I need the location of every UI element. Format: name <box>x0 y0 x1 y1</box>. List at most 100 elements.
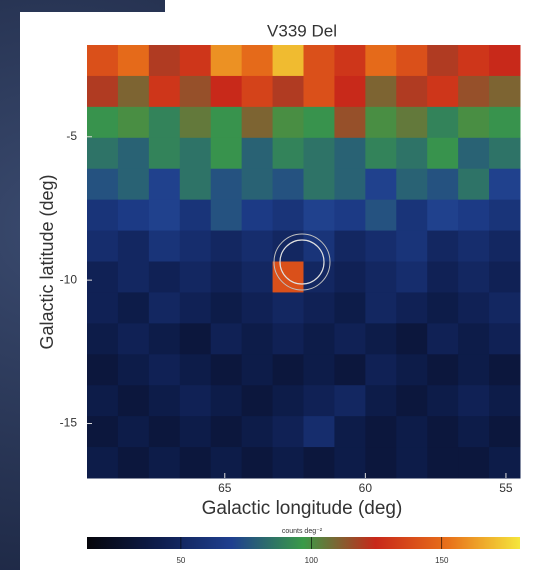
heatmap-cell <box>458 138 489 169</box>
heatmap-cell <box>149 385 180 416</box>
heatmap-cell <box>334 354 365 385</box>
heatmap-cell <box>149 231 180 262</box>
heatmap-cell <box>87 416 118 447</box>
heatmap-cell <box>489 45 520 76</box>
page: V339 Del Galactic latitude (deg) Galacti… <box>0 0 534 570</box>
heatmap-cell <box>87 45 118 76</box>
heatmap-cell <box>365 416 396 447</box>
heatmap-cell <box>365 447 396 478</box>
heatmap-cell <box>118 416 149 447</box>
heatmap-cell <box>242 231 273 262</box>
heatmap-cell <box>211 138 242 169</box>
heatmap-cell <box>180 323 211 354</box>
heatmap-cell <box>87 107 118 138</box>
heatmap-cell <box>396 354 427 385</box>
heatmap-cell <box>242 200 273 231</box>
heatmap-cell <box>304 447 335 478</box>
heatmap-cell <box>118 354 149 385</box>
heatmap-cell <box>396 416 427 447</box>
heatmap-cell <box>334 169 365 200</box>
heatmap-cell <box>304 292 335 323</box>
heatmap-cell <box>365 76 396 107</box>
heatmap-cell <box>334 231 365 262</box>
heatmap-cell <box>396 200 427 231</box>
heatmap-cell <box>149 262 180 293</box>
heatmap-cell <box>149 447 180 478</box>
heatmap-cell <box>149 138 180 169</box>
heatmap-cell <box>273 45 304 76</box>
heatmap-cell <box>304 169 335 200</box>
heatmap-cell <box>458 354 489 385</box>
heatmap-cell <box>242 323 273 354</box>
heatmap-cell <box>87 169 118 200</box>
heatmap-cell <box>458 416 489 447</box>
heatmap-cell <box>334 138 365 169</box>
x-tick-label: 55 <box>499 481 513 495</box>
heatmap-cell <box>211 200 242 231</box>
heatmap-cell <box>211 292 242 323</box>
y-tick-label: -5 <box>66 129 77 143</box>
heatmap-cell <box>427 385 458 416</box>
heatmap-cell <box>489 292 520 323</box>
heatmap-cell <box>87 385 118 416</box>
heatmap-cell <box>242 107 273 138</box>
heatmap-cell <box>396 45 427 76</box>
heatmap-cell <box>273 354 304 385</box>
x-axis-label: Galactic longitude (deg) <box>202 498 403 519</box>
heatmap-cell <box>458 45 489 76</box>
heatmap-cell <box>273 231 304 262</box>
heatmap-cell <box>273 262 304 293</box>
heatmap-cell <box>427 416 458 447</box>
heatmap-cell <box>396 447 427 478</box>
heatmap-cell <box>87 447 118 478</box>
heatmap-cell <box>365 262 396 293</box>
heatmap-cell <box>118 323 149 354</box>
heatmap-cell <box>304 138 335 169</box>
heatmap-cell <box>427 107 458 138</box>
heatmap-cell <box>334 200 365 231</box>
heatmap-cell <box>365 385 396 416</box>
heatmap-cell <box>211 385 242 416</box>
heatmap-cell <box>118 200 149 231</box>
heatmap-cell <box>211 416 242 447</box>
heatmap-cell <box>458 292 489 323</box>
heatmap-cell <box>458 76 489 107</box>
heatmap-cell <box>87 138 118 169</box>
heatmap-cell <box>273 76 304 107</box>
heatmap-cell <box>396 323 427 354</box>
heatmap-cell <box>149 323 180 354</box>
heatmap-cell <box>118 169 149 200</box>
heatmap-cell <box>180 385 211 416</box>
heatmap-cell <box>489 231 520 262</box>
heatmap-cell <box>118 138 149 169</box>
heatmap-cell <box>458 385 489 416</box>
heatmap-cell <box>396 76 427 107</box>
heatmap-cell <box>304 76 335 107</box>
heatmap-cell <box>149 45 180 76</box>
heatmap-cell <box>211 45 242 76</box>
heatmap-cell <box>180 107 211 138</box>
heatmap-cell <box>211 76 242 107</box>
heatmap-cell <box>489 262 520 293</box>
heatmap-cell <box>273 200 304 231</box>
heatmap-cell <box>118 107 149 138</box>
heatmap-cell <box>87 231 118 262</box>
heatmap-cell <box>273 169 304 200</box>
heatmap-cell <box>211 323 242 354</box>
heatmap-cell <box>180 416 211 447</box>
heatmap-cell <box>396 292 427 323</box>
colorbar-label: counts deg⁻² <box>282 528 323 535</box>
heatmap-cell <box>273 292 304 323</box>
heatmap-cell <box>242 416 273 447</box>
heatmap-cell <box>489 385 520 416</box>
heatmap-cell <box>211 447 242 478</box>
heatmap-cell <box>242 385 273 416</box>
heatmap-cell <box>180 45 211 76</box>
heatmap-cell <box>427 138 458 169</box>
heatmap-cell <box>211 262 242 293</box>
heatmap-cell <box>427 231 458 262</box>
heatmap-cell <box>396 385 427 416</box>
heatmap-cell <box>427 169 458 200</box>
heatmap-cell <box>180 138 211 169</box>
colorbar-tick-label: 100 <box>305 556 319 565</box>
